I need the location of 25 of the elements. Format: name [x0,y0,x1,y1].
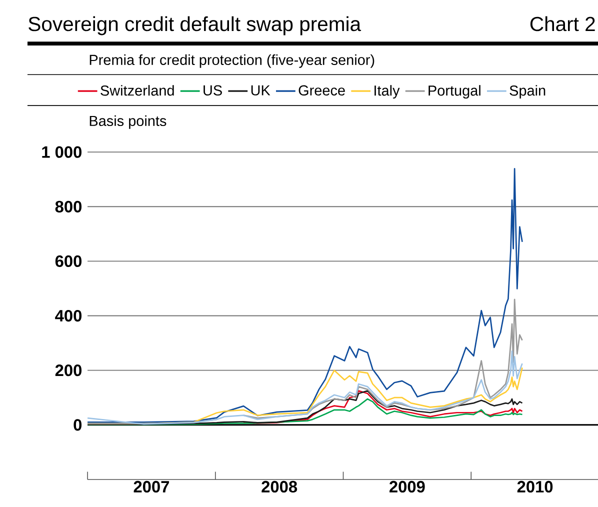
legend-label: Italy [374,85,400,99]
legend-label: Portugal [428,85,480,99]
x-tick-label: 2010 [517,481,553,493]
y-tick-label: 400 [55,310,82,322]
legend-label: US [204,85,222,96]
y-tick-label: 800 [55,201,82,213]
x-tick-label: 2007 [134,481,169,493]
legend-label: Greece [298,85,345,96]
y-tick-label: 200 [55,364,82,376]
line-series [86,350,523,425]
x-tick-label: 2008 [262,481,298,493]
y-tick-label: 600 [55,256,82,268]
y-axis-title: Basis points [90,116,166,130]
caption: Chart 2 [530,16,595,32]
legend-label: UK [251,86,270,96]
legend-label: Spain [510,85,546,99]
chart-title: Sovereign credit default swap premia [28,16,362,36]
line-series [86,398,523,426]
y-tick-label: 1 000 [42,146,82,158]
chart-subtitle: Premia for credit protection (five-year senior) [90,54,374,68]
y-tick-label: 0 [74,419,82,431]
legend-label: Switzerland [100,85,174,96]
line-series [86,390,523,426]
line-series [86,168,523,424]
x-tick-label: 2009 [390,481,425,493]
